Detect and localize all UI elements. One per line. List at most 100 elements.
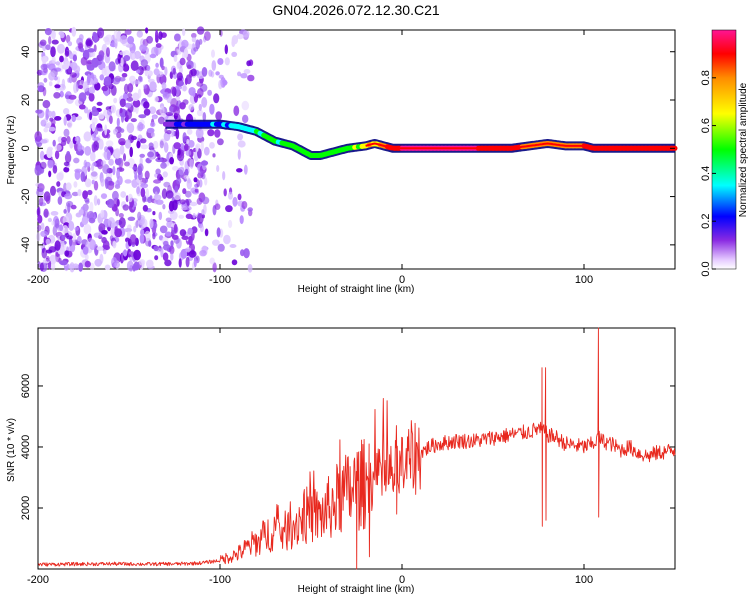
noise-blob [181,235,189,240]
noise-blob [113,97,118,104]
noise-blob [191,32,197,39]
noise-blob [91,163,95,172]
noise-blob [160,246,164,258]
noise-blob [87,189,93,196]
noise-blob [185,213,193,219]
noise-blob [194,188,199,193]
noise-blob [159,106,165,115]
noise-blob [133,225,137,233]
noise-blob [169,245,175,255]
noise-blob [132,166,138,171]
noise-blob [53,92,61,99]
noise-blob [74,239,79,245]
noise-blob [225,205,233,213]
noise-blob [78,209,84,216]
noise-blob [45,238,51,245]
noise-blob [196,81,204,87]
noise-blob [86,211,95,220]
noise-blob [246,60,252,67]
noise-blob [148,240,152,247]
noise-blob [169,71,174,79]
noise-blob [68,221,75,231]
noise-blob [223,188,227,197]
x-tick-label: 0 [399,274,405,286]
noise-blob [178,258,182,268]
noise-blob [96,101,103,106]
noise-blob [66,235,73,240]
noise-blob [63,209,67,214]
noise-blob [183,47,189,59]
noise-blob [163,181,171,188]
noise-blob [164,66,168,76]
noise-blob [54,150,60,160]
noise-blob [186,128,193,135]
noise-blob [83,223,92,235]
noise-blob [236,168,243,173]
noise-blob [84,146,92,156]
noise-blob [222,171,226,181]
noise-blob [98,51,105,62]
noise-blob [140,187,146,198]
noise-blob [162,171,168,178]
noise-blob [203,146,210,156]
colorbar-tick-label: 0.4 [700,166,712,181]
noise-blob [99,74,105,81]
noise-blob [86,181,91,186]
noise-blob [45,195,51,205]
noise-blob [204,177,208,186]
noise-blob [66,136,71,145]
noise-blob [146,65,151,72]
noise-blob [233,105,240,117]
noise-blob [204,228,209,237]
noise-blob [78,85,83,89]
noise-blob [119,107,123,114]
noise-blob [152,233,156,240]
noise-blob [91,122,96,132]
noise-blob [169,157,175,165]
y-tick-label: 4000 [20,435,32,459]
noise-blob [120,57,124,67]
noise-blob [52,165,58,174]
noise-blob [129,234,137,245]
noise-blob [59,55,64,63]
noise-blob [144,230,151,242]
noise-blob [176,72,183,81]
noise-blob [41,56,48,64]
noise-blob [36,232,41,242]
noise-blob [188,87,196,96]
noise-blob [173,106,180,117]
noise-blob [126,122,135,134]
noise-blob [48,246,57,253]
noise-blob [192,62,197,71]
noise-blob [161,188,168,199]
y-tick-label: 20 [20,94,32,106]
noise-blob [237,71,242,77]
noise-blob [149,195,153,200]
noise-blob [133,249,142,261]
noise-blob [172,67,176,75]
noise-blob [193,257,197,268]
noise-blob [67,77,71,83]
noise-blob [48,170,52,178]
noise-blob [73,157,80,164]
noise-blob [217,138,224,146]
noise-blob [51,39,59,45]
noise-blob [149,81,157,91]
noise-blob [84,161,91,168]
noise-blob [118,217,126,229]
noise-blob [216,165,220,172]
noise-blob [200,160,209,166]
noise-blob [209,103,215,115]
noise-blob [131,179,138,188]
noise-blob [103,76,112,86]
heatmap-ylabel: Frequency (Hz) [6,116,17,185]
noise-blob [68,263,74,270]
noise-blob [66,151,71,156]
noise-blob [163,91,170,100]
noise-blob [188,250,197,258]
noise-blob [241,100,250,111]
noise-blob [228,219,233,229]
noise-blob [196,109,204,117]
noise-blob [46,147,53,159]
